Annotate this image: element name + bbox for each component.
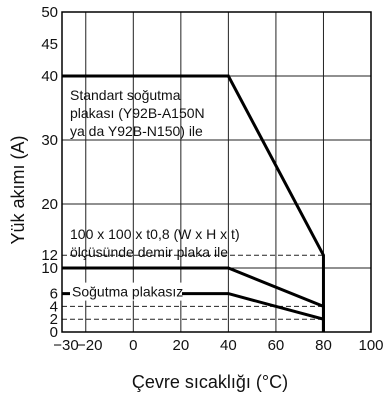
y-tick-label: 10 xyxy=(41,260,58,277)
x-tick-label: −30 xyxy=(53,337,78,354)
axes xyxy=(61,11,372,333)
series-annotation-3: Soğutma plakasız xyxy=(72,284,183,300)
y-tick-label: 50 xyxy=(41,4,58,21)
series-line-1 xyxy=(62,74,325,332)
x-tick-label: −20 xyxy=(77,337,102,354)
x-tick-label: 40 xyxy=(220,337,237,354)
y-tick-label: 2 xyxy=(50,311,58,328)
x-tick-label: 0 xyxy=(129,337,137,354)
y-tick-label: 20 xyxy=(41,196,58,213)
series-annotation-1: Standart soğutma xyxy=(70,87,181,103)
y-tick-label: 30 xyxy=(41,132,58,149)
y-tick-label: 6 xyxy=(50,286,58,303)
series-annotation-1: ya da Y92B-N150) ile xyxy=(70,123,203,139)
y-tick-label: 40 xyxy=(41,68,58,85)
y-tick-label: 4 xyxy=(50,298,58,315)
y-tick-label: 12 xyxy=(41,247,58,264)
x-tick-label: 100 xyxy=(358,337,383,354)
y-tick-label: 0 xyxy=(50,324,58,341)
x-axis-title: Çevre sıcaklığı (°C) xyxy=(132,372,288,392)
series-annotation-2: ölçüsünde demir plaka ile xyxy=(70,244,228,260)
x-tick-label: 20 xyxy=(173,337,190,354)
y-axis-title: Yük akımı (A) xyxy=(8,135,28,244)
x-tick-label: 80 xyxy=(315,337,332,354)
y-tick-label: 45 xyxy=(41,36,58,53)
series-annotation-2: 100 x 100 x t0,8 (W x H x t) xyxy=(70,226,240,242)
annotation-bg xyxy=(70,282,182,301)
annotations: Standart soğutma plakası (Y92B-A150N ya da… xyxy=(70,87,240,301)
series-annotation-1: plakası (Y92B-A150N xyxy=(70,105,205,121)
x-tick-label: 60 xyxy=(268,337,285,354)
plot-frame xyxy=(61,11,372,333)
